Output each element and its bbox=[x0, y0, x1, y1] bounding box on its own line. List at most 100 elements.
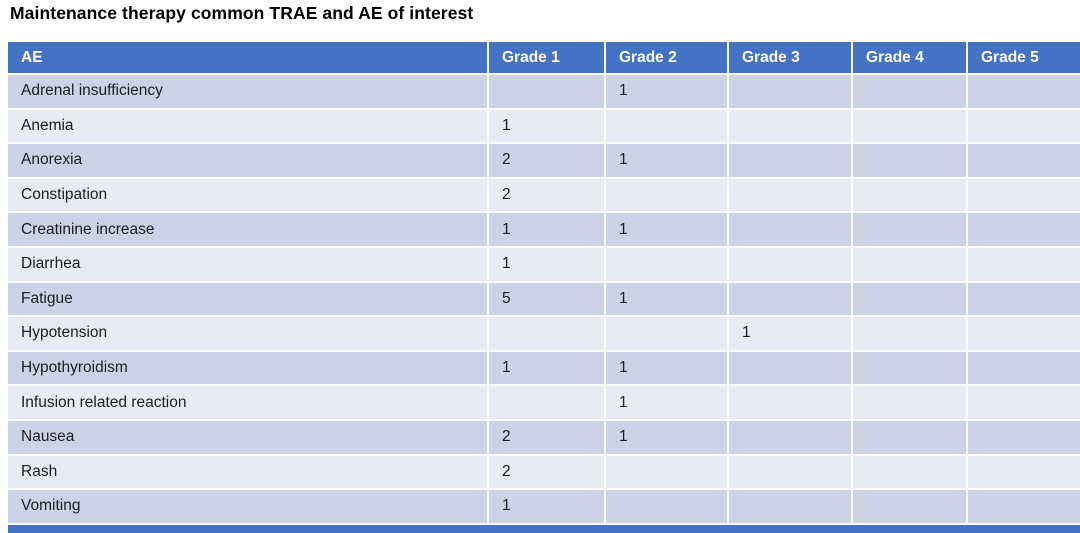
grade-2-cell: 1 bbox=[605, 419, 729, 456]
grade-4-cell bbox=[852, 246, 968, 283]
grade-1-cell: 5 bbox=[488, 281, 606, 318]
table-row: Constipation 2 bbox=[8, 177, 1080, 214]
ae-cell: Fatigue bbox=[8, 281, 489, 318]
grade-3-cell bbox=[728, 419, 853, 456]
grade-5-cell bbox=[967, 177, 1080, 214]
table-row: Creatinine increase 1 1 bbox=[8, 212, 1080, 248]
ae-cell: Anorexia bbox=[8, 143, 489, 179]
ae-table-container: AE Grade 1 Grade 2 Grade 3 Grade 4 Grade 5 Ad… bbox=[8, 42, 1080, 533]
grade-1-cell bbox=[488, 316, 606, 352]
table-row: Nausea 2 1 bbox=[8, 419, 1080, 456]
table-row: Infusion related reaction 1 bbox=[8, 385, 1080, 421]
grade-3-cell bbox=[728, 281, 853, 318]
ae-cell: Diarrhea bbox=[8, 246, 489, 283]
ae-cell: Infusion related reaction bbox=[8, 385, 489, 421]
grade-5-cell bbox=[967, 316, 1080, 352]
grade-3-cell bbox=[728, 385, 853, 421]
grade-4-cell bbox=[852, 350, 968, 387]
grade-4-cell bbox=[852, 74, 968, 110]
grade-3-cell bbox=[728, 350, 853, 387]
grade-4-cell bbox=[852, 281, 968, 318]
page-title: Maintenance therapy common TRAE and AE o… bbox=[10, 3, 474, 23]
grade-4-cell bbox=[852, 212, 968, 248]
grade-1-cell: 1 bbox=[488, 212, 606, 248]
grade-4-cell bbox=[852, 108, 968, 145]
grade-3-cell bbox=[728, 74, 853, 110]
grade-5-cell bbox=[967, 246, 1080, 283]
grade-3-cell bbox=[728, 108, 853, 145]
grade-3-cell bbox=[728, 177, 853, 214]
table-body: Adrenal insufficiency 1 Anemia 1 Anorexia 2 1 C… bbox=[8, 74, 1080, 525]
table-row: Anemia 1 bbox=[8, 108, 1080, 145]
grade-5-cell bbox=[967, 489, 1080, 525]
grade-1-cell: 2 bbox=[488, 419, 606, 456]
ae-cell: Nausea bbox=[8, 419, 489, 456]
ae-cell: Vomiting bbox=[8, 489, 489, 525]
grade-1-cell: 1 bbox=[488, 489, 606, 525]
ae-cell: Creatinine increase bbox=[8, 212, 489, 248]
grade-3-cell bbox=[728, 212, 853, 248]
grade-3-cell bbox=[728, 143, 853, 179]
grade-2-cell: 1 bbox=[605, 385, 729, 421]
grade-1-cell: 1 bbox=[488, 246, 606, 283]
column-header-grade-2: Grade 2 bbox=[605, 42, 729, 75]
next-table-header-partial bbox=[8, 524, 1080, 533]
grade-2-cell bbox=[605, 177, 729, 214]
ae-grade-table: AE Grade 1 Grade 2 Grade 3 Grade 4 Grade 5 Ad… bbox=[8, 42, 1080, 525]
grade-4-cell bbox=[852, 489, 968, 525]
grade-1-cell bbox=[488, 385, 606, 421]
table-row: Vomiting 1 bbox=[8, 489, 1080, 525]
column-header-grade-3: Grade 3 bbox=[728, 42, 853, 75]
grade-4-cell bbox=[852, 454, 968, 491]
grade-2-cell bbox=[605, 489, 729, 525]
ae-cell: Adrenal insufficiency bbox=[8, 74, 489, 110]
grade-2-cell bbox=[605, 246, 729, 283]
grade-5-cell bbox=[967, 143, 1080, 179]
ae-cell: Hypothyroidism bbox=[8, 350, 489, 387]
grade-3-cell bbox=[728, 246, 853, 283]
grade-2-cell: 1 bbox=[605, 212, 729, 248]
grade-1-cell bbox=[488, 74, 606, 110]
grade-2-cell bbox=[605, 108, 729, 145]
ae-cell: Hypotension bbox=[8, 316, 489, 352]
grade-2-cell bbox=[605, 316, 729, 352]
table-row: Fatigue 5 1 bbox=[8, 281, 1080, 318]
column-header-grade-4: Grade 4 bbox=[852, 42, 968, 75]
grade-5-cell bbox=[967, 108, 1080, 145]
grade-5-cell bbox=[967, 350, 1080, 387]
grade-1-cell: 2 bbox=[488, 143, 606, 179]
table-row: Hypothyroidism 1 1 bbox=[8, 350, 1080, 387]
ae-cell: Constipation bbox=[8, 177, 489, 214]
column-header-grade-1: Grade 1 bbox=[488, 42, 606, 75]
ae-cell: Anemia bbox=[8, 108, 489, 145]
grade-3-cell: 1 bbox=[728, 316, 853, 352]
table-row: Anorexia 2 1 bbox=[8, 143, 1080, 179]
grade-1-cell: 1 bbox=[488, 350, 606, 387]
grade-2-cell: 1 bbox=[605, 350, 729, 387]
ae-cell: Rash bbox=[8, 454, 489, 491]
table-row: Diarrhea 1 bbox=[8, 246, 1080, 283]
grade-5-cell bbox=[967, 385, 1080, 421]
grade-4-cell bbox=[852, 316, 968, 352]
grade-3-cell bbox=[728, 454, 853, 491]
grade-5-cell bbox=[967, 74, 1080, 110]
grade-2-cell: 1 bbox=[605, 74, 729, 110]
grade-5-cell bbox=[967, 212, 1080, 248]
grade-1-cell: 2 bbox=[488, 177, 606, 214]
column-header-grade-5: Grade 5 bbox=[967, 42, 1080, 75]
table-row: Hypotension 1 bbox=[8, 316, 1080, 352]
grade-2-cell: 1 bbox=[605, 281, 729, 318]
grade-5-cell bbox=[967, 419, 1080, 456]
grade-2-cell bbox=[605, 454, 729, 491]
grade-3-cell bbox=[728, 489, 853, 525]
grade-4-cell bbox=[852, 177, 968, 214]
grade-5-cell bbox=[967, 454, 1080, 491]
grade-4-cell bbox=[852, 419, 968, 456]
grade-1-cell: 2 bbox=[488, 454, 606, 491]
header-row: AE Grade 1 Grade 2 Grade 3 Grade 4 Grade 5 bbox=[8, 42, 1080, 75]
grade-1-cell: 1 bbox=[488, 108, 606, 145]
column-header-ae: AE bbox=[8, 42, 489, 75]
table-row: Adrenal insufficiency 1 bbox=[8, 74, 1080, 110]
grade-4-cell bbox=[852, 143, 968, 179]
grade-4-cell bbox=[852, 385, 968, 421]
